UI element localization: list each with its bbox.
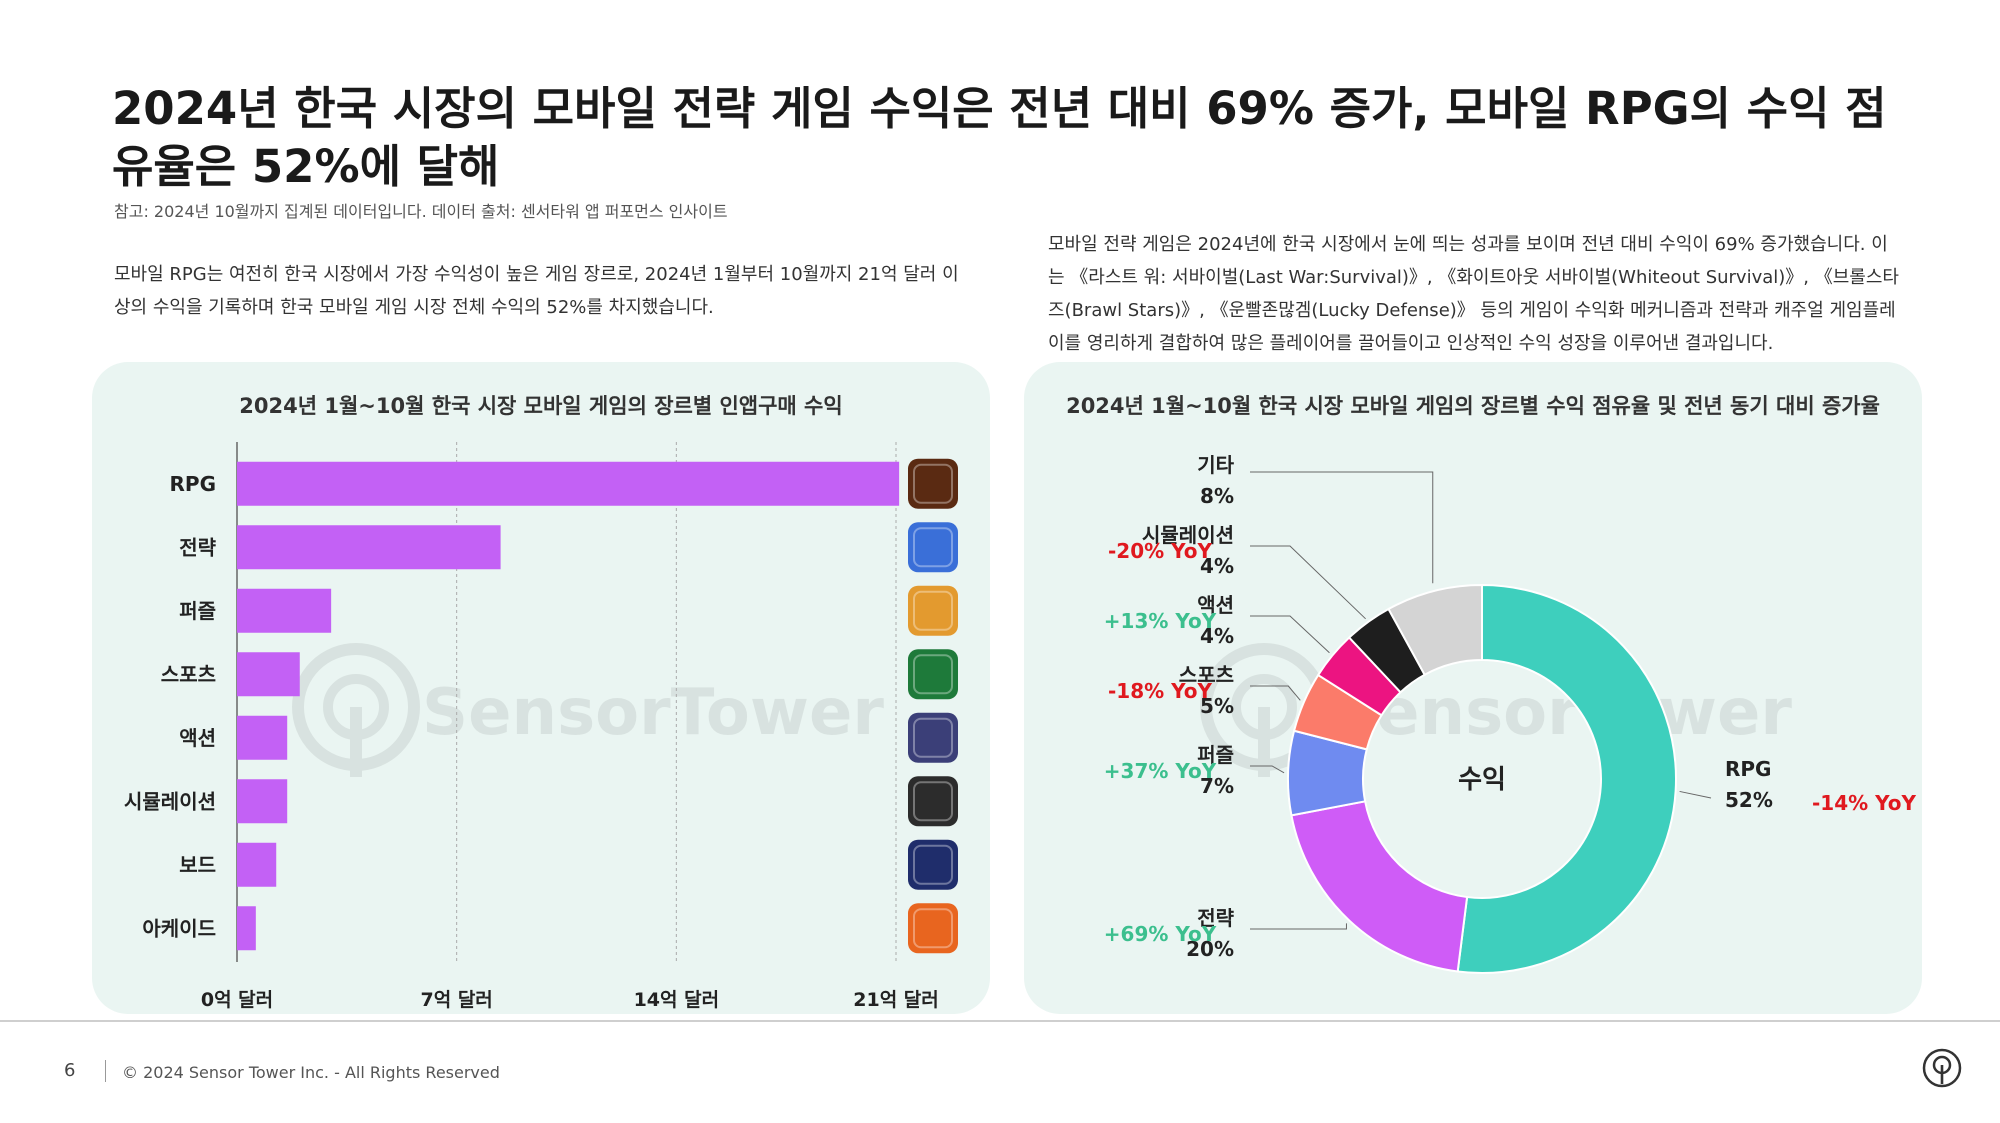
donut-yoy-label: +69% YoY (1104, 922, 1217, 946)
bar-tick-label: 7억 달러 (421, 989, 493, 1011)
donut-leader-line (1250, 615, 1330, 654)
bar-7 (237, 906, 256, 951)
donut-chart-title: 2024년 1월~10월 한국 시장 모바일 게임의 장르별 수익 점유율 및 … (1066, 394, 1880, 418)
donut-yoy-label: -14% YoY (1812, 791, 1917, 815)
donut-slice-name: 기타 (1197, 453, 1234, 477)
donut-slice-1 (1290, 800, 1469, 973)
donut-yoy-label: +13% YoY (1104, 609, 1217, 633)
donut-slice-share: 4% (1200, 554, 1234, 578)
bar-4 (237, 715, 288, 760)
donut-slice-6 (1387, 583, 1483, 677)
poker-hangame-icon (908, 839, 958, 890)
puzzle-game-icon (908, 585, 958, 636)
page-title: 2024년 한국 시장의 모바일 전략 게임 수익은 전년 대비 69% 증가,… (112, 82, 1887, 193)
donut-yoy-label: -20% YoY (1108, 539, 1213, 563)
bar-chart-panel: 2024년 1월~10월 한국 시장 모바일 게임의 장르별 인앱구매 수익 S… (92, 362, 990, 1014)
description-left: 모바일 RPG는 여전히 한국 시장에서 가장 수익성이 높은 게임 장르로, … (114, 264, 959, 318)
page-number: 6 (64, 1060, 76, 1081)
donut-leader-line (1250, 765, 1285, 774)
watermark: SensorTower (292, 643, 884, 777)
cookie-run-icon (908, 903, 958, 954)
donut-slice-share: 8% (1200, 484, 1234, 508)
donut-slice-share: 5% (1200, 694, 1234, 718)
bar-5 (237, 779, 288, 824)
strategy-game-icon (908, 522, 958, 573)
bar-category-label: RPG (170, 472, 216, 496)
donut-slice-name: 액션 (1197, 593, 1234, 617)
bar-2 (237, 588, 332, 633)
donut-leader-line (1250, 685, 1301, 701)
footer-divider (0, 1020, 2000, 1022)
donut-leader-line (1250, 471, 1434, 584)
donut-slice-name: 전략 (1197, 906, 1234, 930)
donut-slice-0 (1456, 583, 1677, 974)
donut-slice-name: 스포츠 (1179, 663, 1234, 687)
donut-yoy-label: +37% YoY (1104, 759, 1217, 783)
donut-chart-panel: 2024년 1월~10월 한국 시장 모바일 게임의 장르별 수익 점유율 및 … (1024, 362, 1922, 1014)
donut-slice-share: 7% (1200, 774, 1234, 798)
donut-slice-share: 4% (1200, 624, 1234, 648)
roblox-icon (908, 776, 958, 827)
donut-center-label: 수익 (1458, 765, 1506, 795)
footer-separator (105, 1060, 106, 1082)
action-game-icon (908, 712, 958, 763)
bar-0 (237, 461, 900, 506)
bar-category-label: 보드 (179, 853, 216, 877)
bar-category-label: 시뮬레이션 (124, 789, 216, 813)
donut-slice-share: 52% (1725, 788, 1773, 812)
bar-category-label: 아케이드 (142, 916, 216, 940)
bar-3 (237, 652, 300, 697)
bar-category-label: 퍼즐 (179, 599, 216, 623)
donut-leader-line (1679, 790, 1712, 799)
bar-1 (237, 525, 501, 570)
donut-yoy-label: -18% YoY (1108, 679, 1213, 703)
football-game-icon (908, 649, 958, 700)
watermark-text: SensorTower (422, 676, 884, 750)
bar-category-label: 액션 (179, 726, 216, 750)
donut-slice-share: 20% (1186, 937, 1234, 961)
bar-category-label: 스포츠 (161, 662, 216, 686)
data-note: 참고: 2024년 10월까지 집계된 데이터입니다. 데이터 출처: 센서타워… (114, 202, 728, 221)
bar-tick-label: 14억 달러 (634, 989, 720, 1011)
donut-slice-name: RPG (1725, 757, 1771, 781)
sensortower-logo-icon (1922, 1048, 1962, 1088)
bar-tick-label: 0억 달러 (201, 989, 273, 1011)
donut-leader-line (1250, 923, 1347, 930)
donut-slice-name: 시뮬레이션 (1142, 523, 1234, 547)
bar-tick-label: 21억 달러 (853, 989, 939, 1011)
donut-leader-line (1250, 545, 1366, 620)
bar-6 (237, 842, 277, 887)
donut-slice-name: 퍼즐 (1197, 743, 1234, 767)
description-right: 모바일 전략 게임은 2024년에 한국 시장에서 눈에 띄는 성과를 보이며 … (1048, 234, 1899, 354)
bar-chart-title: 2024년 1월~10월 한국 시장 모바일 게임의 장르별 인앱구매 수익 (239, 394, 843, 418)
lineage-m-icon (908, 458, 958, 509)
copyright: © 2024 Sensor Tower Inc. - All Rights Re… (122, 1063, 500, 1082)
bar-category-label: 전략 (179, 535, 216, 559)
